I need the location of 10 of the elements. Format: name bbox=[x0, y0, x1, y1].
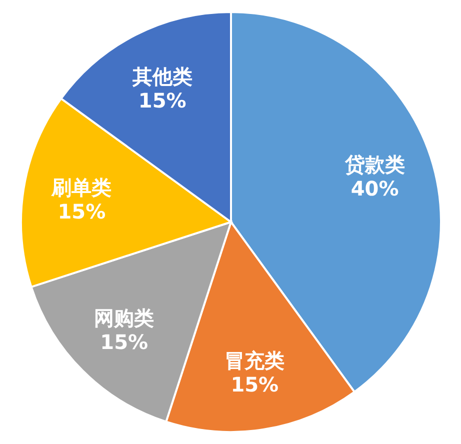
data-label: 40% bbox=[350, 176, 399, 200]
slice-label: 贷款类 bbox=[344, 152, 405, 176]
data-label: 15% bbox=[100, 330, 148, 354]
data-label: 15% bbox=[138, 88, 186, 112]
slice-label: 网购类 bbox=[94, 306, 154, 330]
data-label: 15% bbox=[58, 199, 106, 224]
data-label: 15% bbox=[230, 372, 279, 396]
slice-label: 刷单类 bbox=[50, 175, 112, 200]
slice-label: 其他类 bbox=[131, 64, 192, 88]
slice-label: 冒充类 bbox=[224, 348, 285, 372]
